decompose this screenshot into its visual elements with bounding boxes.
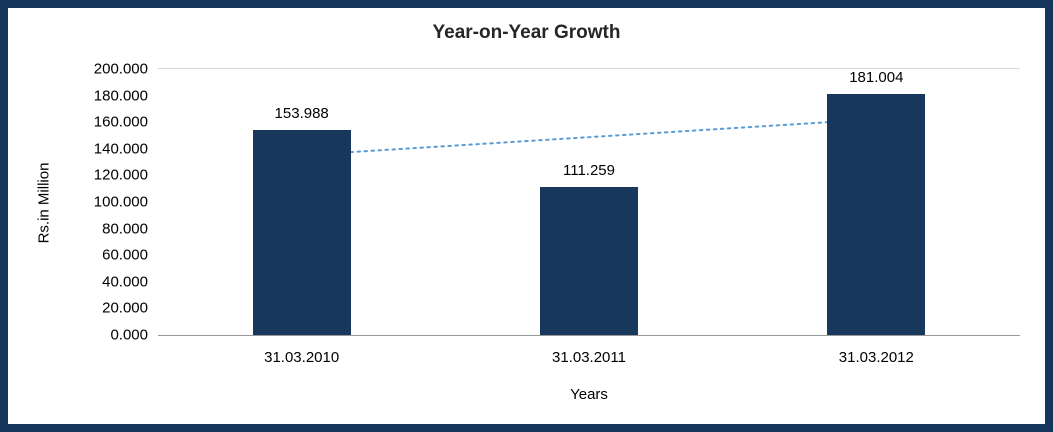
y-tick-label: 160.000 — [93, 113, 148, 131]
bar — [252, 130, 351, 335]
y-tick-label: 100.000 — [93, 193, 148, 211]
bar-data-label: 153.988 — [274, 105, 329, 123]
bar-data-label: 181.004 — [849, 69, 904, 87]
x-category-label: 31.03.2012 — [838, 349, 914, 366]
y-tick-label: 40.000 — [102, 273, 148, 291]
y-tick-label: 120.000 — [93, 166, 148, 184]
y-tick-label: 200.000 — [93, 60, 148, 78]
bar — [540, 187, 638, 335]
x-category-label: 31.03.2010 — [264, 349, 340, 366]
x-axis-title: Years — [570, 386, 608, 403]
chart-title: Year-on-Year Growth — [432, 22, 621, 43]
y-tick-label: 0.000 — [110, 326, 148, 344]
bar — [827, 94, 926, 335]
y-tick-label: 80.000 — [102, 220, 148, 238]
y-tick-label: 180.000 — [93, 87, 148, 105]
y-axis-title: Rs.in Million — [35, 162, 53, 244]
y-tick-label: 20.000 — [102, 299, 148, 317]
x-category-label: 31.03.2011 — [552, 349, 626, 366]
plot-area: 0.000 20.000 40.000 60.000 80.000 100.000 120.… — [94, 61, 1020, 366]
y-tick-label: 60.000 — [102, 246, 148, 264]
bar-data-label: 111.259 — [563, 162, 615, 180]
y-tick-label: 140.000 — [93, 140, 148, 158]
trendline-path — [300, 118, 878, 157]
